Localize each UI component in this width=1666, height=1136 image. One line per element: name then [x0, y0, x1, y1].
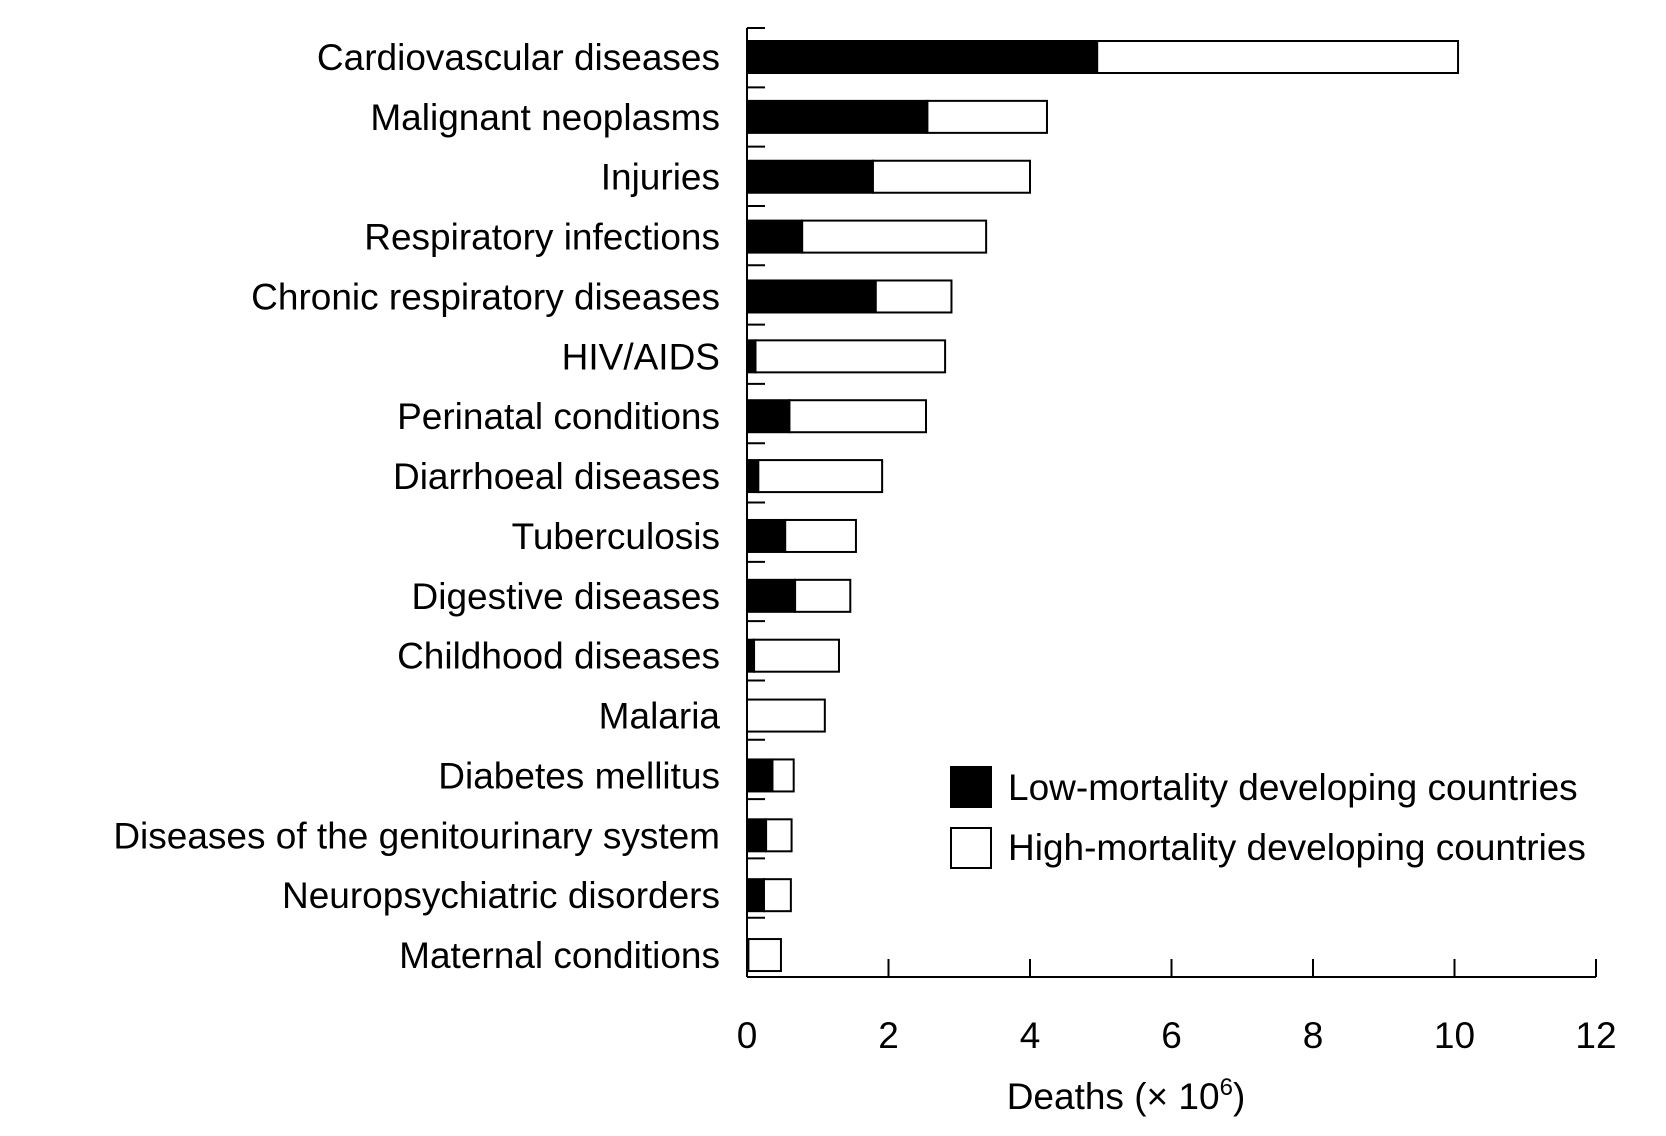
bar-high-12	[771, 758, 795, 793]
bars-group	[746, 40, 1460, 973]
x-tick-label: 10	[1434, 1015, 1475, 1056]
x-tick-label: 2	[878, 1015, 899, 1056]
category-label: Chronic respiratory diseases	[251, 276, 720, 317]
category-label: Respiratory infections	[364, 217, 720, 258]
x-tick-label: 4	[1020, 1015, 1041, 1056]
category-label: Malignant neoplasms	[370, 97, 720, 138]
bar-low-14	[746, 878, 765, 913]
category-label: Diarrhoeal diseases	[393, 456, 720, 497]
x-tick-label: 12	[1575, 1015, 1616, 1056]
bar-low-6	[746, 399, 791, 434]
legend-label-low: Low-mortality developing countries	[1008, 767, 1578, 808]
bar-high-13	[765, 818, 793, 853]
bar-high-10	[753, 638, 840, 673]
bar-low-7	[746, 459, 760, 494]
bar-high-5	[754, 339, 947, 374]
bar-low-1	[746, 99, 929, 134]
bar-high-9	[794, 578, 852, 613]
x-tick-label: 0	[737, 1015, 758, 1056]
legend-swatch-high	[950, 827, 992, 869]
category-label: Maternal conditions	[399, 935, 720, 976]
bar-high-6	[788, 399, 927, 434]
bar-high-8	[784, 518, 857, 553]
bar-high-7	[757, 459, 884, 494]
bar-high-1	[926, 99, 1048, 134]
bar-low-4	[746, 279, 877, 314]
bar-low-3	[746, 219, 804, 254]
bar-low-5	[746, 339, 757, 374]
x-tick-label: 8	[1303, 1015, 1324, 1056]
bar-high-0	[1096, 40, 1460, 74]
category-label: Diabetes mellitus	[438, 755, 720, 796]
bar-high-2	[871, 159, 1031, 194]
category-label: Cardiovascular diseases	[317, 37, 720, 78]
category-labels: Cardiovascular diseases Malignant neoplas…	[113, 37, 720, 976]
category-label: HIV/AIDS	[562, 336, 720, 377]
bar-low-10	[746, 638, 756, 673]
x-axis-title: Deaths (× 106)	[1007, 1074, 1246, 1117]
category-label: Perinatal conditions	[397, 396, 720, 437]
category-label: Tuberculosis	[512, 516, 720, 557]
bar-low-8	[746, 518, 787, 553]
x-tick-label: 6	[1161, 1015, 1182, 1056]
category-label: Injuries	[601, 157, 720, 198]
bar-high-15	[747, 938, 782, 973]
bar-high-3	[801, 219, 988, 254]
category-label: Malaria	[599, 696, 721, 737]
bar-low-9	[746, 578, 797, 613]
category-label: Childhood diseases	[397, 636, 720, 677]
legend-swatch-low	[950, 766, 992, 808]
legend: Low-mortality developing countries High-…	[950, 766, 1586, 869]
bar-low-0	[746, 40, 1099, 74]
bar-high-14	[762, 878, 792, 913]
category-label: Diseases of the genitourinary system	[113, 815, 720, 856]
category-label: Neuropsychiatric disorders	[282, 875, 720, 916]
bar-high-4	[874, 279, 953, 314]
category-label: Digestive diseases	[412, 576, 720, 617]
bar-high-11	[746, 698, 826, 733]
axes-group	[746, 27, 1597, 978]
bar-low-13	[746, 818, 768, 853]
bar-low-2	[746, 159, 874, 194]
legend-label-high: High-mortality developing countries	[1008, 827, 1586, 868]
bar-low-12	[746, 758, 774, 793]
x-tick-labels: 0 2 4 6 8 10 12	[737, 1015, 1617, 1056]
